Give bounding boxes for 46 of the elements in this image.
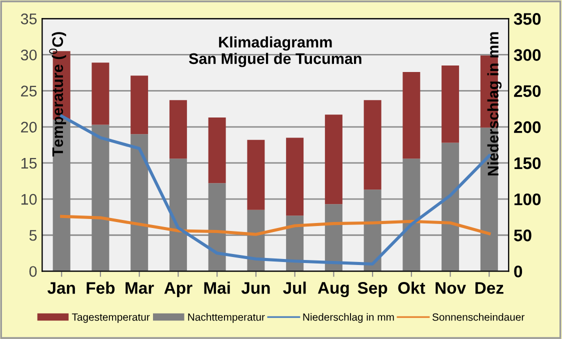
- y2-tick-label: 300: [514, 49, 541, 61]
- x-tick-label: Jan: [47, 282, 75, 294]
- y2-axis-title: Niederschlag in mm: [487, 32, 502, 176]
- y2-tick-label: 150: [514, 157, 541, 170]
- bar: [442, 66, 460, 143]
- legend-label: Niederschlag in mm: [303, 313, 394, 323]
- y2-tick-label: 50: [514, 230, 532, 242]
- x-tick-label: Apr: [164, 282, 192, 298]
- legend-label: Sonnenscheindauer: [432, 313, 524, 321]
- y2-tick-label: 0: [514, 266, 522, 278]
- line-series: [60, 214, 491, 236]
- bar: [130, 76, 148, 134]
- y-tick-label: 10: [21, 194, 37, 205]
- y-tick-label: 30: [20, 50, 37, 60]
- y-tick-label: 35: [20, 14, 37, 24]
- bar: [324, 114, 342, 204]
- x-tick-label: Mar: [126, 282, 154, 294]
- y-tick-label: 0: [29, 266, 37, 277]
- y-tick-label: 25: [21, 86, 37, 96]
- y2-tick-label: 350: [514, 13, 541, 25]
- legend-label: Nachttemperatur: [188, 313, 265, 323]
- legend-label: Tagestemperatur: [72, 314, 150, 323]
- y-tick-label: 20: [21, 122, 37, 133]
- bar: [402, 72, 420, 159]
- x-tick-label: Jun: [241, 282, 270, 294]
- bar: [247, 140, 265, 210]
- text: Klimadiagramm San Miguel de Tucuman: [188, 36, 362, 68]
- bar: [286, 138, 304, 216]
- y-tick-label: 15: [21, 158, 37, 169]
- bar: [169, 100, 187, 159]
- y2-tick-label: 100: [514, 193, 541, 206]
- bar: [208, 118, 226, 184]
- y-axis-title: Temperature ($^{0}$C): [49, 32, 66, 157]
- x-tick-label: Feb: [86, 282, 115, 294]
- x-tick-label: Sep: [358, 282, 388, 298]
- y2-tick-label: 200: [514, 121, 541, 134]
- x-tick-label: Okt: [398, 282, 426, 294]
- x-tick-label: Jul: [283, 282, 306, 294]
- x-tick-label: Dez: [475, 282, 504, 294]
- x-tick-label: Nov: [436, 282, 466, 294]
- y-tick-label: 5: [29, 230, 37, 241]
- x-tick-label: Aug: [318, 282, 349, 298]
- x-tick-label: Mai: [204, 282, 230, 294]
- bar: [364, 100, 382, 190]
- y2-tick-label: 250: [514, 85, 541, 98]
- bar: [92, 62, 110, 125]
